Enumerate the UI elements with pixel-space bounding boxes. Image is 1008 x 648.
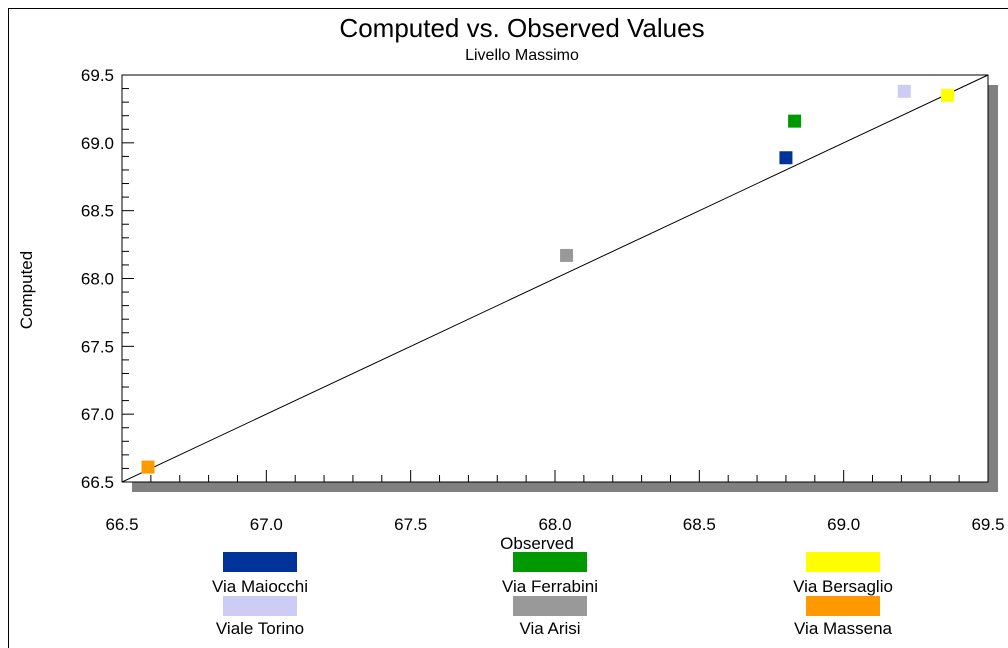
x-tick-label: 69.5: [971, 515, 1004, 534]
y-tick-label: 68.5: [81, 202, 114, 221]
data-point: [141, 460, 155, 474]
chart-subtitle: Livello Massimo: [465, 47, 579, 64]
x-tick-label: 69.0: [827, 515, 860, 534]
x-tick-label: 66.5: [105, 515, 138, 534]
y-tick-label: 67.5: [81, 337, 114, 356]
y-tick-label: 66.5: [81, 473, 114, 492]
legend-label: Via Ferrabini: [502, 577, 598, 596]
x-tick-label: 68.5: [683, 515, 716, 534]
data-point: [788, 114, 802, 128]
chart-frame: [8, 8, 1008, 648]
y-tick-label: 67.0: [81, 405, 114, 424]
y-tick-label: 68.0: [81, 270, 114, 289]
legend-swatch: [223, 596, 297, 616]
y-axis-label: Computed: [17, 251, 36, 329]
legend-swatch: [513, 596, 587, 616]
legend-swatch: [806, 552, 880, 572]
legend-label: Via Maiocchi: [212, 577, 308, 596]
chart-title: Computed vs. Observed Values: [339, 13, 704, 43]
x-tick-label: 67.0: [250, 515, 283, 534]
legend-label: Via Arisi: [519, 619, 580, 634]
x-tick-label: 67.5: [394, 515, 427, 534]
legend-swatch: [223, 552, 297, 572]
scatter-chart: Computed vs. Observed Values Livello Mas…: [17, 13, 1005, 634]
legend-swatch: [513, 552, 587, 572]
legend: Via Maiocchi Via Ferrabini Via Bersaglio Vi…: [212, 552, 893, 634]
data-point: [779, 151, 793, 165]
data-point: [560, 248, 574, 262]
y-tick-label: 69.0: [81, 134, 114, 153]
reference-line: [121, 74, 989, 483]
legend-label: Viale Torino: [216, 619, 304, 634]
plot-area: 66.5 67.0 67.5 68.0 68.5 69.0 69.5 66.5 67.0 67.5…: [81, 66, 1005, 534]
x-axis-label: Observed: [500, 534, 574, 553]
legend-label: Via Massena: [794, 619, 893, 634]
legend-label: Via Bersaglio: [793, 577, 893, 596]
x-tick-label: 68.0: [538, 515, 571, 534]
data-point: [897, 84, 911, 98]
data-point: [941, 88, 955, 102]
legend-swatch: [806, 596, 880, 616]
y-tick-label: 69.5: [81, 66, 114, 85]
